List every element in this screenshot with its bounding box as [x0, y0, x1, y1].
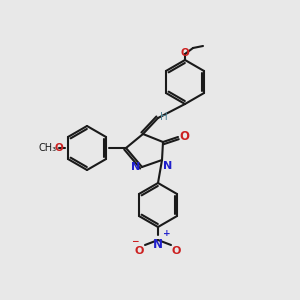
Text: N: N — [131, 162, 140, 172]
Text: −: − — [131, 236, 139, 245]
Text: N: N — [153, 238, 163, 251]
Text: O: O — [54, 143, 63, 153]
Text: O: O — [179, 130, 189, 143]
Text: H: H — [160, 112, 168, 122]
Text: +: + — [163, 230, 171, 238]
Text: O: O — [135, 246, 144, 256]
Text: O: O — [172, 246, 182, 256]
Text: CH₃: CH₃ — [39, 143, 57, 153]
Text: N: N — [163, 161, 172, 171]
Text: O: O — [181, 48, 189, 58]
